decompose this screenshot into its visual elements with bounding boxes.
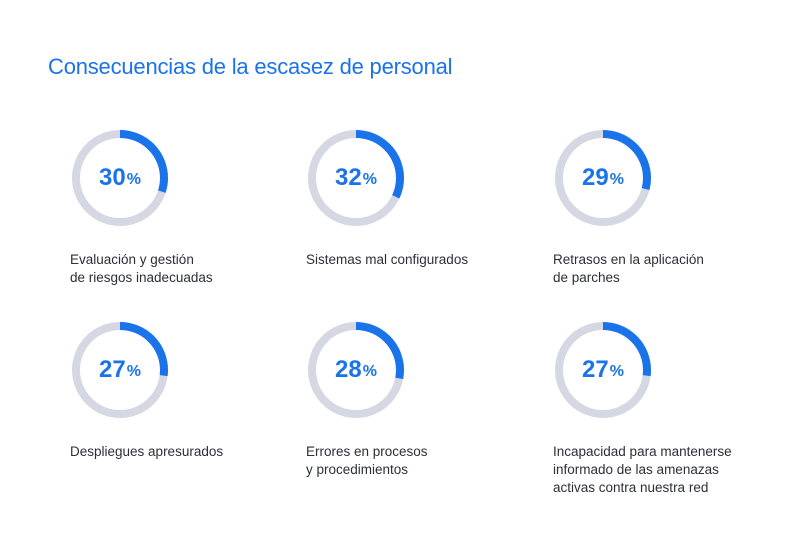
category-label: Sistemas mal configurados [306, 251, 516, 269]
donut-chart: 30% [70, 128, 170, 228]
percent-label: 29% [553, 128, 653, 228]
donut-chart: 28% [306, 320, 406, 420]
category-label-line: Incapacidad para mantenerse [553, 444, 732, 459]
category-label-line: de parches [553, 270, 620, 285]
percent-value: 27 [582, 356, 609, 383]
category-label-line: activas contra nuestra red [553, 480, 709, 495]
category-label-line: Retrasos en la aplicación [553, 252, 704, 267]
donut-chart: 27% [553, 320, 653, 420]
percent-value: 29 [582, 164, 609, 191]
category-label-line: de riesgos inadecuadas [70, 270, 213, 285]
percent-sign: % [362, 363, 377, 380]
donut-chart: 32% [306, 128, 406, 228]
category-label-line: Evaluación y gestión [70, 252, 194, 267]
percent-sign: % [362, 171, 377, 188]
donut-value-arc [308, 130, 404, 226]
percent-label: 30% [70, 128, 170, 228]
percent-label: 27% [553, 320, 653, 420]
percent-sign: % [126, 363, 141, 380]
category-label: Despliegues apresurados [70, 443, 280, 461]
percent-value: 28 [335, 356, 362, 383]
donut-chart: 29% [553, 128, 653, 228]
category-label: Evaluación y gestión de riesgos inadecuad… [70, 251, 280, 287]
percent-value: 27 [99, 356, 126, 383]
category-label-line: Sistemas mal configurados [306, 252, 469, 267]
category-label: Incapacidad para mantenerse informado de … [553, 443, 763, 497]
percent-sign: % [126, 171, 141, 188]
category-label: Errores en procesos y procedimientos [306, 443, 516, 479]
category-label-line: Errores en procesos [306, 444, 428, 459]
donut-value-arc [555, 130, 651, 226]
donut-value-arc [555, 322, 651, 418]
donut-value-arc [72, 322, 168, 418]
category-label-line: y procedimientos [306, 462, 409, 477]
chart-title: Consecuencias de la escasez de personal [48, 54, 453, 79]
category-label-line: informado de las amenazas [553, 462, 719, 477]
donut-value-arc [72, 130, 168, 226]
donut-value-arc [308, 322, 404, 418]
percent-label: 28% [306, 320, 406, 420]
donut-chart: 27% [70, 320, 170, 420]
category-label: Retrasos en la aplicación de parches [553, 251, 763, 287]
percent-value: 32 [335, 164, 362, 191]
percent-label: 27% [70, 320, 170, 420]
percent-value: 30 [99, 164, 126, 191]
percent-label: 32% [306, 128, 406, 228]
category-label-line: Despliegues apresurados [70, 444, 224, 459]
percent-sign: % [609, 363, 624, 380]
percent-sign: % [609, 171, 624, 188]
